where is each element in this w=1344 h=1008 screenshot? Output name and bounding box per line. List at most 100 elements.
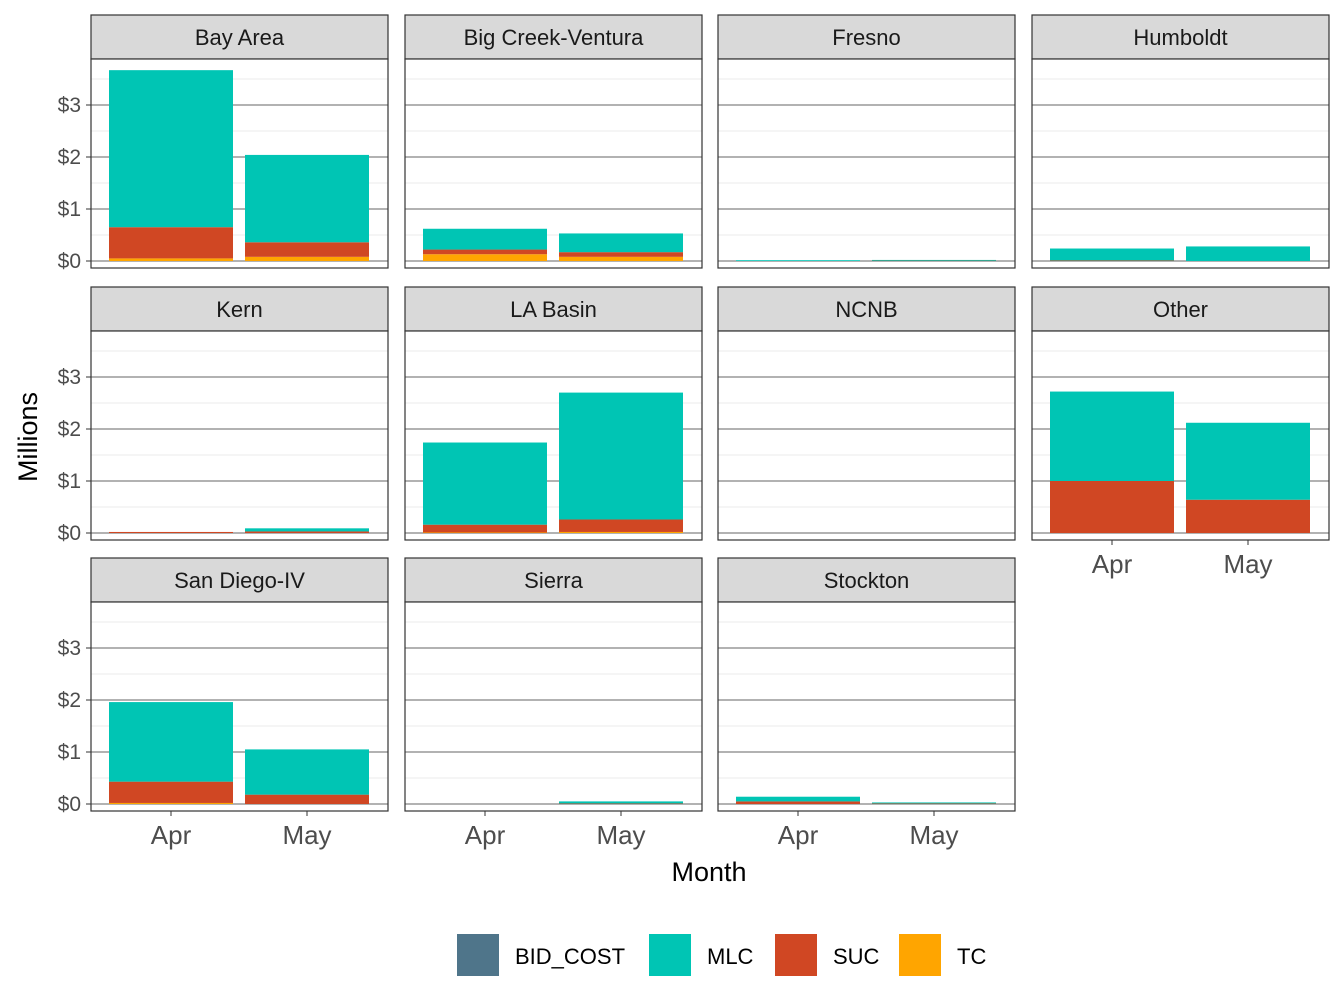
facet-strip-label: NCNB [835, 297, 897, 322]
bar-suc-apr [1050, 260, 1174, 261]
legend: BID_COST MLC SUC TC [457, 934, 986, 976]
facet-strip-label: Kern [216, 297, 262, 322]
x-tick-label: May [909, 820, 958, 850]
bar-tc-apr [109, 258, 233, 261]
facet-panels: Bay Area $0 $1 $2 $3 Big Creek-Ventura Fresno H… [58, 14, 1330, 850]
bar-suc-may [245, 242, 369, 257]
bar-suc-apr [736, 801, 860, 804]
panel-border [717, 601, 1016, 812]
facet-strip-label: San Diego-IV [174, 568, 305, 593]
panel-background [718, 59, 1015, 268]
bar-suc-may [559, 252, 683, 257]
panel-border [717, 330, 1016, 541]
panel-background [718, 331, 1015, 540]
facet-strip [404, 557, 703, 603]
bar-suc-may [245, 794, 369, 804]
facet-strip [404, 14, 703, 60]
bar-mlc-may [245, 154, 369, 243]
bar-mlc-apr [423, 442, 547, 525]
x-axis-title: Month [671, 857, 746, 887]
y-tick-label: $1 [58, 470, 81, 493]
bar-mlc-may [245, 749, 369, 795]
panel-background [405, 602, 702, 811]
facet-other: Other Apr May [1031, 286, 1330, 579]
y-axis-title: Millions [13, 392, 43, 482]
bar-tc-may [559, 531, 683, 533]
facet-strip-label: Bay Area [195, 25, 285, 50]
legend-label: MLC [707, 944, 754, 969]
bar-suc-may [559, 803, 683, 804]
bar-mlc-may [1186, 422, 1310, 500]
bar-mlc-may [1186, 246, 1310, 261]
panel-border [1031, 330, 1330, 541]
y-tick-label: $2 [58, 689, 81, 712]
bar-mlc-apr [736, 796, 860, 802]
facet-strip [404, 286, 703, 332]
facet-fresno: Fresno [717, 14, 1016, 269]
bar-mlc-apr [1050, 391, 1174, 481]
facet-stockton: Stockton Apr May [717, 557, 1016, 850]
bar-tc-apr [423, 532, 547, 533]
panel-background [718, 602, 1015, 811]
bar-suc-may [1186, 499, 1310, 533]
facet-strip [1031, 14, 1330, 60]
bar-suc-apr [1050, 481, 1174, 533]
facet-sierra: Sierra Apr May [404, 557, 703, 850]
facet-la-basin: LA Basin [404, 286, 703, 541]
x-tick-label: Apr [1092, 549, 1133, 579]
panel-background [1032, 59, 1329, 268]
facet-strip [90, 286, 389, 332]
bar-tc-may [559, 256, 683, 261]
panel-border [717, 58, 1016, 269]
x-tick-label: Apr [778, 820, 819, 850]
facet-ncnb: NCNB [717, 286, 1016, 541]
bar-mlc-apr [423, 228, 547, 250]
bar-tc-apr [423, 254, 547, 261]
bar-mlc-may [245, 528, 369, 532]
bar-mlc-may [559, 233, 683, 253]
legend-item-tc: TC [899, 934, 986, 976]
facet-strip [90, 557, 389, 603]
facet-san-diego-iv: San Diego-IV $0 $1 $2 $3 Apr May [58, 557, 389, 850]
bar-suc-apr [109, 781, 233, 803]
bar-mlc-apr [1050, 248, 1174, 261]
bar-suc-may [872, 803, 996, 804]
facet-kern: Kern $0 $1 $2 $3 [58, 286, 389, 545]
y-tick-label: $0 [58, 522, 81, 545]
bar-suc-apr [109, 227, 233, 259]
bar-tc-apr [109, 802, 233, 804]
panel-border [90, 601, 389, 812]
legend-label: BID_COST [515, 944, 625, 969]
x-tick-label: Apr [151, 820, 192, 850]
x-tick-label: Apr [465, 820, 506, 850]
facet-strip-label: Humboldt [1133, 25, 1227, 50]
panel-border [90, 330, 389, 541]
facet-strip-label: Fresno [832, 25, 900, 50]
y-tick-label: $3 [58, 94, 81, 117]
facet-bay-area: Bay Area $0 $1 $2 $3 [58, 14, 389, 273]
y-tick-label: $1 [58, 198, 81, 221]
facet-strip-label: LA Basin [510, 297, 597, 322]
legend-label: TC [957, 944, 986, 969]
bar-mlc-may [559, 801, 683, 804]
x-tick-label: May [282, 820, 331, 850]
y-tick-label: $2 [58, 146, 81, 169]
bar-mlc-may [872, 802, 996, 804]
y-tick-label: $0 [58, 793, 81, 816]
y-tick-label: $3 [58, 637, 81, 660]
legend-key [899, 934, 941, 976]
panel-border [404, 601, 703, 812]
x-tick-label: May [1223, 549, 1272, 579]
y-tick-label: $1 [58, 741, 81, 764]
panel-border [404, 330, 703, 541]
legend-label: SUC [833, 944, 880, 969]
facet-big-creek-ventura: Big Creek-Ventura [404, 14, 703, 269]
facet-strip-label: Stockton [824, 568, 910, 593]
bar-suc-may [245, 531, 369, 533]
panel-background [91, 331, 388, 540]
bar-suc-apr [423, 249, 547, 255]
facet-strip [717, 14, 1016, 60]
legend-item-mlc: MLC [649, 934, 754, 976]
facet-strip-label: Other [1153, 297, 1208, 322]
